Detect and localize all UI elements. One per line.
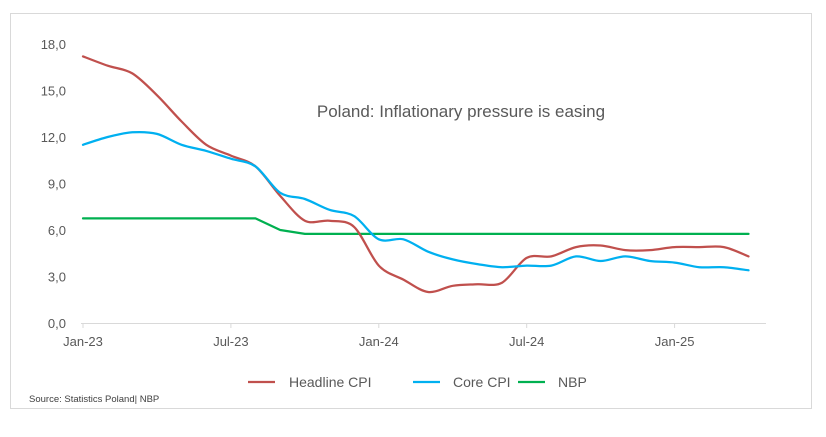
legend-label-headline-cpi: Headline CPI [289, 374, 372, 390]
x-tick-label: Jul-23 [213, 334, 248, 349]
x-axis: Jan-23 Jul-23 Jan-24 Jul-24 Jan-25 [63, 323, 694, 349]
line-headline-cpi [81, 55, 750, 294]
y-tick-label: 15,0 [41, 84, 66, 99]
source-note: Source: Statistics Poland| NBP [29, 394, 159, 405]
y-tick-label: 0,0 [48, 316, 66, 331]
y-tick-label: 18,0 [41, 37, 66, 52]
x-tick-label: Jul-24 [509, 334, 544, 349]
legend-item-nbp: NBP [518, 374, 587, 390]
series-group [81, 55, 750, 294]
legend-label-core-cpi: Core CPI [453, 374, 511, 390]
series-nbp [81, 217, 750, 236]
line-core-cpi [81, 130, 750, 272]
series-headline-cpi [81, 55, 750, 294]
legend: Headline CPI Core CPI NBP [248, 374, 587, 390]
series-core-cpi [81, 130, 750, 272]
y-tick-label: 6,0 [48, 223, 66, 238]
y-axis: 0,0 3,0 6,0 9,0 12,0 15,0 18,0 [41, 37, 66, 331]
x-tick-label: Jan-25 [655, 334, 695, 349]
legend-label-nbp: NBP [558, 374, 587, 390]
x-tick-label: Jan-23 [63, 334, 103, 349]
x-tick-label: Jan-24 [359, 334, 399, 349]
legend-item-headline-cpi: Headline CPI [248, 374, 372, 390]
legend-item-core-cpi: Core CPI [413, 374, 511, 390]
y-tick-label: 3,0 [48, 270, 66, 285]
chart-title: Poland: Inflationary pressure is easing [317, 102, 605, 121]
chart-frame [10, 13, 812, 409]
line-nbp [81, 217, 750, 236]
y-tick-label: 9,0 [48, 177, 66, 192]
y-tick-label: 12,0 [41, 130, 66, 145]
